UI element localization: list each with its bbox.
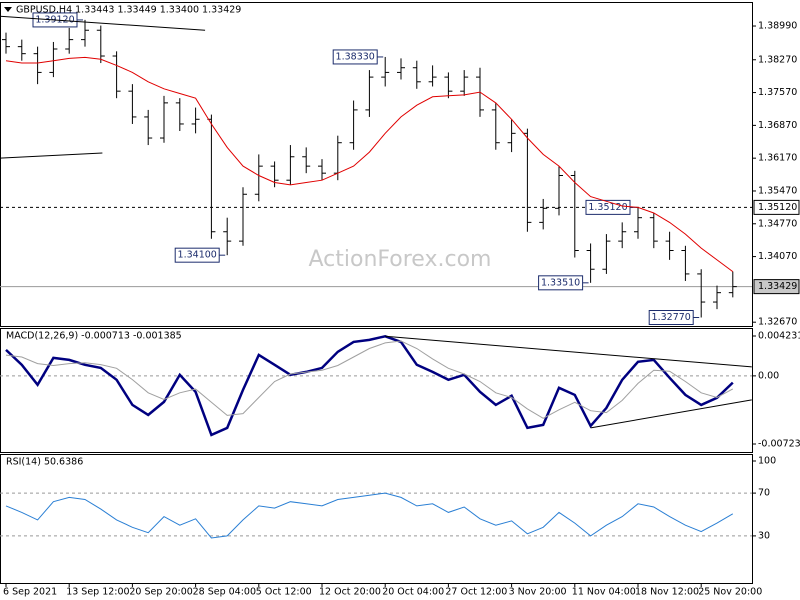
x-tick-label: 20 Oct 04:00 xyxy=(382,587,444,598)
level-box xyxy=(753,199,800,215)
menu-triangle xyxy=(4,7,12,12)
x-tick-label: 25 Nov 20:00 xyxy=(698,587,762,598)
rsi-title: RSI(14) 50.6386 xyxy=(6,457,83,468)
level-label: 1.33429 xyxy=(758,281,797,292)
series-line xyxy=(5,335,734,437)
y-tick-label: 0.004231 xyxy=(758,331,800,342)
y-tick-label: 1.38990 xyxy=(758,21,797,32)
x-tick-label: 3 Nov 20:00 xyxy=(509,587,567,598)
x-tick-label: 27 Oct 12:00 xyxy=(445,587,507,598)
y-tick-label: 1.36170 xyxy=(758,153,797,164)
level-box xyxy=(753,279,800,295)
series-line xyxy=(5,56,734,273)
rsi-panel xyxy=(0,454,753,584)
x-tick-label: 28 Sep 04:00 xyxy=(193,587,256,598)
annotation-box xyxy=(332,49,378,65)
y-tick-label: 1.37570 xyxy=(758,87,797,98)
series-line xyxy=(5,492,734,539)
price-panel xyxy=(0,2,753,327)
x-tick-label: 5 Oct 12:00 xyxy=(256,587,312,598)
annotation-box xyxy=(538,275,584,291)
annotation-label: 1.32770 xyxy=(652,312,691,323)
x-tick-label: 13 Sep 12:00 xyxy=(66,587,129,598)
price-title: GBPUSD,H4 1.33443 1.33449 1.33400 1.3342… xyxy=(16,5,241,16)
annotation-label: 1.38330 xyxy=(336,51,375,62)
level-label: 1.35120 xyxy=(758,202,797,213)
trend-line xyxy=(0,15,206,31)
y-tick-label: 1.38270 xyxy=(758,54,797,65)
x-tick-label: 12 Oct 20:00 xyxy=(319,587,381,598)
series-line xyxy=(5,340,734,419)
macd-panel xyxy=(0,328,753,453)
y-tick-label: 100 xyxy=(758,456,776,467)
y-tick-label: 1.36870 xyxy=(758,120,797,131)
x-tick-label: 6 Sep 2021 xyxy=(3,587,57,598)
trend-line xyxy=(385,335,752,368)
macd-title: MACD(12,26,9) -0.000713 -0.001385 xyxy=(6,331,182,342)
annotation-label: 1.33510 xyxy=(541,277,580,288)
x-tick-label: 18 Nov 12:00 xyxy=(635,587,699,598)
y-tick-label: 1.32670 xyxy=(758,317,797,328)
x-tick-label: 11 Nov 04:00 xyxy=(572,587,636,598)
annotation-label: 1.35120 xyxy=(588,202,627,213)
y-tick-label: 1.35470 xyxy=(758,185,797,196)
annotation-box xyxy=(585,199,631,215)
annotation-box xyxy=(648,310,694,326)
y-tick-label: -0.00723 xyxy=(758,439,800,450)
annotation-label: 1.34100 xyxy=(178,250,217,261)
trend-line xyxy=(590,399,752,429)
annotation-box xyxy=(174,247,220,263)
y-tick-label: 1.34770 xyxy=(758,218,797,229)
y-tick-label: 0.00 xyxy=(758,370,779,381)
y-tick-label: 30 xyxy=(758,530,770,541)
y-tick-label: 1.34070 xyxy=(758,251,797,262)
x-tick-label: 20 Sep 20:00 xyxy=(129,587,192,598)
trend-line xyxy=(0,152,103,159)
y-tick-label: 70 xyxy=(758,488,770,499)
watermark: ActionForex.com xyxy=(309,247,492,272)
